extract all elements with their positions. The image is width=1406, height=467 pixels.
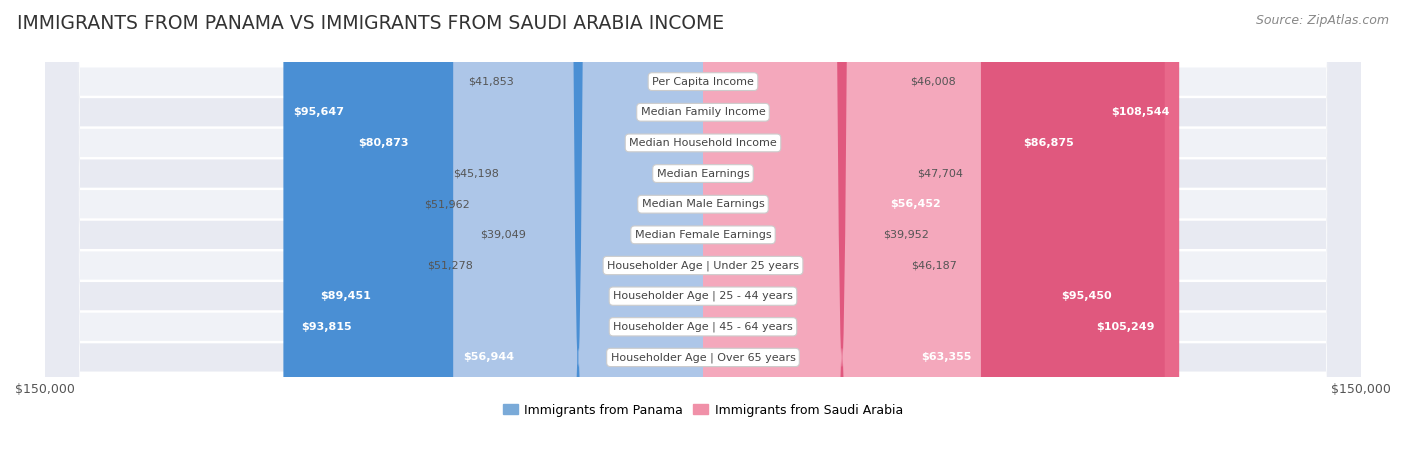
Text: Householder Age | 25 - 44 years: Householder Age | 25 - 44 years <box>613 291 793 301</box>
Legend: Immigrants from Panama, Immigrants from Saudi Arabia: Immigrants from Panama, Immigrants from … <box>498 399 908 422</box>
FancyBboxPatch shape <box>284 0 703 467</box>
Text: Median Family Income: Median Family Income <box>641 107 765 117</box>
Text: $95,450: $95,450 <box>1062 291 1112 301</box>
FancyBboxPatch shape <box>703 0 905 467</box>
Text: Median Female Earnings: Median Female Earnings <box>634 230 772 240</box>
FancyBboxPatch shape <box>45 0 1361 467</box>
FancyBboxPatch shape <box>703 0 1164 467</box>
FancyBboxPatch shape <box>45 0 1361 467</box>
Text: Source: ZipAtlas.com: Source: ZipAtlas.com <box>1256 14 1389 27</box>
FancyBboxPatch shape <box>703 0 950 467</box>
FancyBboxPatch shape <box>45 0 1361 467</box>
Text: Householder Age | Under 25 years: Householder Age | Under 25 years <box>607 260 799 271</box>
FancyBboxPatch shape <box>478 0 703 467</box>
Text: $46,187: $46,187 <box>911 261 956 270</box>
FancyBboxPatch shape <box>45 0 1361 467</box>
Text: $39,952: $39,952 <box>883 230 929 240</box>
Text: $89,451: $89,451 <box>321 291 371 301</box>
FancyBboxPatch shape <box>519 0 703 467</box>
FancyBboxPatch shape <box>703 0 1084 467</box>
Text: $56,944: $56,944 <box>463 353 515 362</box>
Text: $46,008: $46,008 <box>910 77 956 86</box>
Text: $93,815: $93,815 <box>301 322 352 332</box>
Text: $105,249: $105,249 <box>1097 322 1154 332</box>
Text: $45,198: $45,198 <box>454 169 499 178</box>
Text: $39,049: $39,049 <box>481 230 526 240</box>
Text: $51,278: $51,278 <box>427 261 472 270</box>
FancyBboxPatch shape <box>703 0 879 467</box>
Text: Householder Age | 45 - 64 years: Householder Age | 45 - 64 years <box>613 322 793 332</box>
Text: $51,962: $51,962 <box>425 199 470 209</box>
Text: $47,704: $47,704 <box>918 169 963 178</box>
Text: $63,355: $63,355 <box>921 353 972 362</box>
FancyBboxPatch shape <box>703 0 981 467</box>
Text: $41,853: $41,853 <box>468 77 515 86</box>
Text: $108,544: $108,544 <box>1111 107 1170 117</box>
FancyBboxPatch shape <box>45 0 1361 467</box>
Text: Median Male Earnings: Median Male Earnings <box>641 199 765 209</box>
FancyBboxPatch shape <box>311 0 703 467</box>
FancyBboxPatch shape <box>45 0 1361 467</box>
Text: $86,875: $86,875 <box>1024 138 1074 148</box>
Text: Median Earnings: Median Earnings <box>657 169 749 178</box>
FancyBboxPatch shape <box>475 0 703 467</box>
Text: Per Capita Income: Per Capita Income <box>652 77 754 86</box>
Text: $56,452: $56,452 <box>890 199 941 209</box>
FancyBboxPatch shape <box>703 0 1180 467</box>
FancyBboxPatch shape <box>703 0 1122 467</box>
FancyBboxPatch shape <box>453 0 703 467</box>
FancyBboxPatch shape <box>703 0 912 467</box>
FancyBboxPatch shape <box>349 0 703 467</box>
Text: IMMIGRANTS FROM PANAMA VS IMMIGRANTS FROM SAUDI ARABIA INCOME: IMMIGRANTS FROM PANAMA VS IMMIGRANTS FRO… <box>17 14 724 33</box>
FancyBboxPatch shape <box>45 0 1361 467</box>
Text: Householder Age | Over 65 years: Householder Age | Over 65 years <box>610 352 796 363</box>
FancyBboxPatch shape <box>531 0 703 467</box>
Text: $80,873: $80,873 <box>359 138 409 148</box>
FancyBboxPatch shape <box>45 0 1361 467</box>
FancyBboxPatch shape <box>703 0 905 467</box>
FancyBboxPatch shape <box>505 0 703 467</box>
FancyBboxPatch shape <box>45 0 1361 467</box>
Text: $95,647: $95,647 <box>294 107 344 117</box>
Text: Median Household Income: Median Household Income <box>628 138 778 148</box>
FancyBboxPatch shape <box>291 0 703 467</box>
FancyBboxPatch shape <box>45 0 1361 467</box>
